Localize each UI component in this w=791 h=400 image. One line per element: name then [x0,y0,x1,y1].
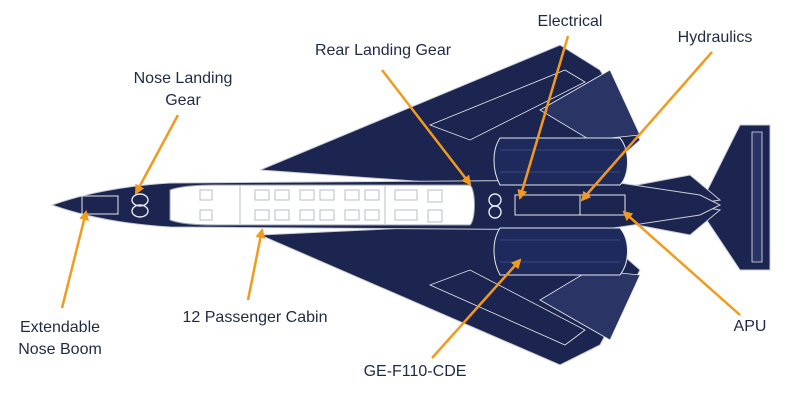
label-nose-landing-gear-line2: Gear [108,90,258,112]
leader-cabin [248,230,262,300]
label-nose-boom-line2: Nose Boom [0,339,120,361]
label-extendable-nose-boom: Extendable Nose Boom [0,317,120,361]
label-rear-landing-gear: Rear Landing Gear [298,40,468,62]
label-engine: GE-F110-CDE [355,361,475,383]
passenger-cabin [170,185,475,225]
label-hydraulics: Hydraulics [665,27,765,49]
label-electrical: Electrical [520,11,620,33]
label-nose-landing-gear: Nose Landing Gear [108,68,258,112]
label-apu: APU [725,316,775,338]
label-nose-landing-gear-line1: Nose Landing [108,68,258,90]
upper-engine [494,138,628,185]
label-nose-boom-line1: Extendable [0,317,120,339]
leader-nose-gear [136,115,178,193]
leader-nose-boom [62,212,86,308]
label-passenger-cabin: 12 Passenger Cabin [160,307,350,329]
